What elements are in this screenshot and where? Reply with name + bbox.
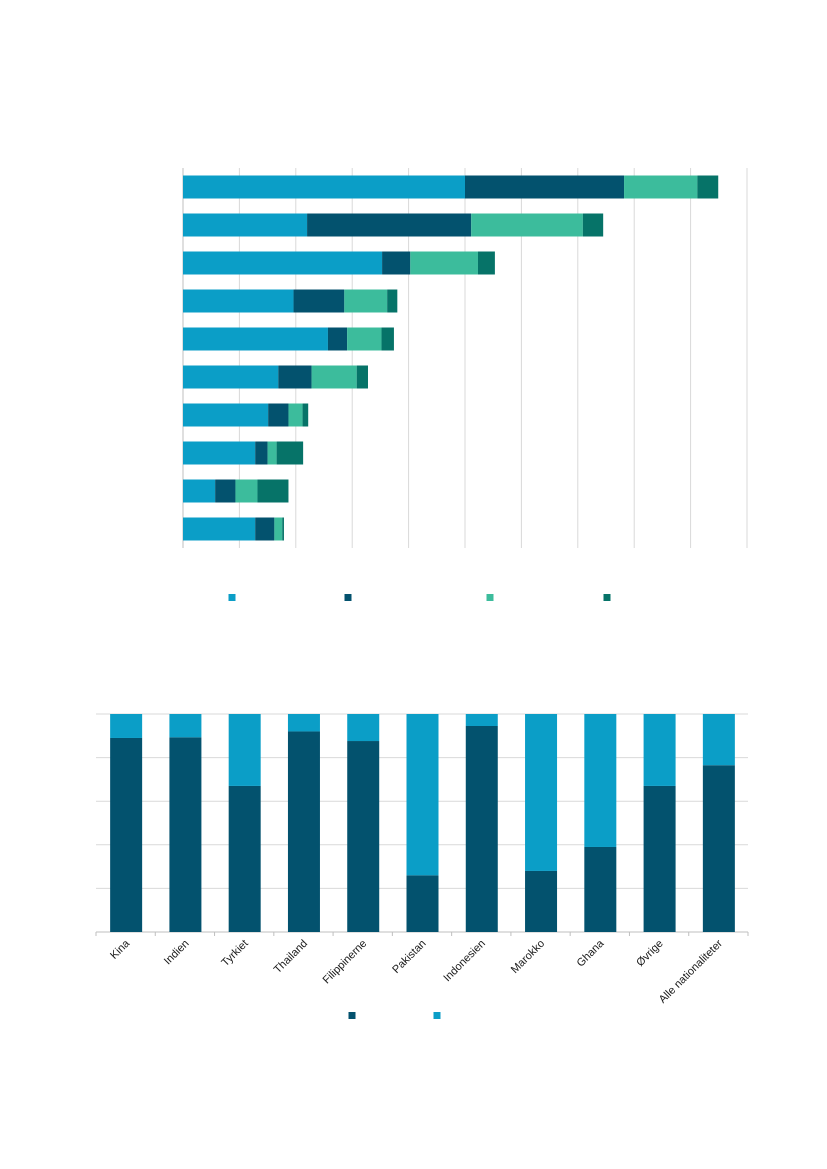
bar-segment — [471, 213, 583, 237]
bar-segment — [183, 479, 216, 503]
legend-swatch — [348, 1012, 356, 1019]
category-label: Filippinerne — [321, 938, 370, 987]
bar-segment — [215, 479, 236, 503]
bar-segment — [235, 479, 258, 503]
bar-segment — [169, 737, 202, 932]
bar-segment — [465, 714, 498, 726]
bar-segment — [410, 251, 478, 275]
category-label: Indonesien — [441, 938, 488, 985]
bar-segment — [624, 175, 698, 199]
bar-segment — [307, 213, 472, 237]
bar-segment — [406, 875, 439, 932]
bar-segment — [110, 714, 143, 738]
bar-segment — [274, 517, 283, 541]
bar-segment — [643, 785, 676, 932]
bar-segment — [584, 714, 617, 847]
bar-segment — [356, 365, 368, 389]
bar-segment — [183, 365, 279, 389]
bar-segment — [465, 725, 498, 932]
vertical-chart-canvas: Kina Indien Tyrkiet Thailand Filippinerne Pak… — [95, 713, 749, 1019]
bar-segment — [525, 870, 558, 932]
legend-swatch — [228, 594, 236, 601]
legend-swatch — [344, 594, 352, 601]
horizontal-chart-canvas — [182, 168, 748, 601]
bar-segment — [257, 479, 289, 503]
legend-swatch — [603, 594, 611, 601]
bar-segment — [183, 175, 465, 199]
bar-segment — [183, 289, 294, 313]
bar-segment — [702, 714, 735, 766]
bar-segment — [344, 289, 388, 313]
bar-segment — [169, 714, 202, 738]
bar-segment — [582, 213, 604, 237]
bar-segment — [465, 175, 625, 199]
bar-segment — [477, 251, 495, 275]
bar-segment — [183, 251, 383, 275]
category-label: Kina — [108, 937, 133, 962]
bar-segment — [183, 213, 308, 237]
bar-segment — [387, 289, 398, 313]
bar-segment — [183, 327, 328, 351]
bar-segment — [287, 714, 320, 732]
bar-segment — [381, 327, 394, 351]
horizontal-stacked-bar-chart — [182, 168, 748, 601]
category-label: Marokko — [509, 938, 547, 976]
category-label: Alle nationaliteter — [657, 937, 725, 1005]
bar-segment — [110, 737, 143, 932]
vertical-stacked-percent-bar-chart: Kina Indien Tyrkiet Thailand Filippinerne Pak… — [0, 680, 827, 1065]
category-label: Ghana — [575, 937, 607, 969]
bar-segment — [327, 327, 348, 351]
bar-segment — [276, 441, 304, 465]
bar-segment — [293, 289, 345, 313]
bar-segment — [302, 403, 309, 427]
category-label: Tyrkiet — [219, 938, 250, 969]
bar-segment — [268, 403, 289, 427]
bar-segment — [267, 441, 277, 465]
bar-segment — [584, 846, 617, 932]
legend-swatch — [433, 1012, 441, 1019]
bar-segment — [282, 517, 284, 541]
bar-segment — [347, 714, 380, 742]
category-label: Indien — [162, 938, 192, 968]
legend-swatch — [486, 594, 494, 601]
bar-segment — [255, 441, 268, 465]
category-label: Pakistan — [390, 938, 428, 976]
bar-segment — [347, 741, 380, 932]
bar-segment — [525, 714, 558, 871]
bar-segment — [278, 365, 312, 389]
bar-segment — [406, 714, 439, 876]
bar-segment — [643, 714, 676, 786]
bar-segment — [702, 765, 735, 932]
bar-segment — [183, 403, 269, 427]
category-label: Thailand — [272, 938, 310, 976]
bar-segment — [288, 403, 303, 427]
category-label: Øvrige — [634, 938, 665, 969]
bar-segment — [382, 251, 411, 275]
bar-segment — [183, 517, 256, 541]
bar-segment — [287, 731, 320, 932]
bar-segment — [183, 441, 256, 465]
bar-segment — [228, 714, 261, 786]
bar-segment — [347, 327, 382, 351]
bar-segment — [228, 785, 261, 932]
bar-segment — [255, 517, 275, 541]
bar-segment — [697, 175, 719, 199]
bar-segment — [311, 365, 357, 389]
